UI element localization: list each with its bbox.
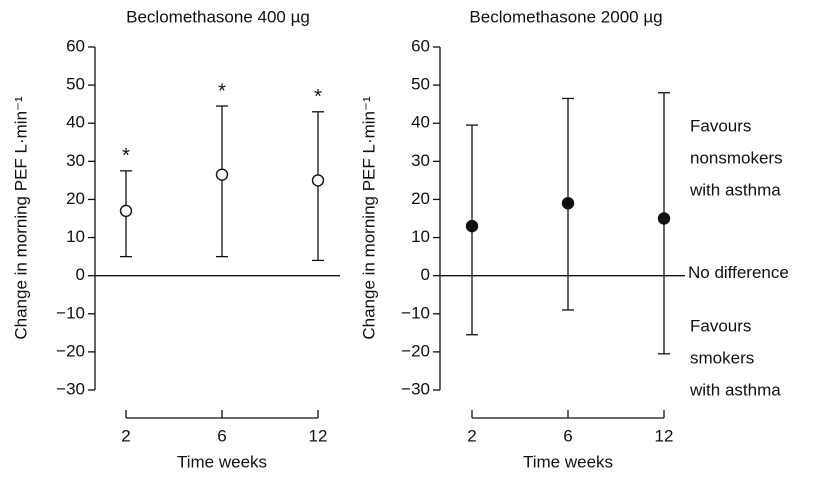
y-tick-label: 20 [66, 189, 85, 208]
chart-title: Beclomethasone 2000 µg [469, 7, 662, 26]
annotation: Favours [690, 316, 751, 335]
point [465, 219, 479, 233]
y-tick-label: 40 [66, 113, 85, 132]
x-tick-label: 2 [467, 426, 476, 445]
y-tick-label: 30 [66, 151, 85, 170]
y-axis-label: Change in morning PEF L·min⁻¹ [359, 96, 378, 340]
annotation: smokers [690, 348, 754, 367]
y-tick-label: −20 [401, 341, 430, 360]
point [119, 204, 133, 218]
point [657, 212, 671, 225]
x-tick-label: 2 [121, 426, 130, 445]
value-label: * [122, 145, 130, 167]
y-tick-label: −30 [401, 379, 430, 398]
point [311, 174, 325, 187]
annotation: with asthma [689, 380, 781, 399]
y-tick-label: 50 [411, 75, 430, 94]
y-tick-label: 10 [411, 227, 430, 246]
y-tick-label: −10 [401, 303, 430, 322]
point [561, 197, 575, 210]
y-tick-label: 30 [411, 151, 430, 170]
x-tick-label: 6 [217, 426, 226, 445]
annotation: with asthma [689, 180, 781, 199]
reference-label: No difference [688, 263, 789, 282]
point [215, 168, 229, 181]
x-tick-label: 12 [309, 426, 328, 445]
y-axis-label: Change in morning PEF L·min⁻¹ [11, 96, 30, 340]
y-tick-label: 60 [66, 36, 85, 55]
x-tick-label: 6 [563, 426, 572, 445]
annotation: Favours [690, 116, 751, 135]
x-axis-label: Time weeks [177, 452, 267, 471]
chart-title: Beclomethasone 400 µg [126, 7, 310, 26]
y-tick-label: 0 [76, 265, 85, 284]
x-axis-label: Time weeks [523, 452, 613, 471]
annotation: nonsmokers [690, 148, 783, 167]
y-tick-label: 50 [66, 75, 85, 94]
y-tick-label: 40 [411, 113, 430, 132]
value-label: * [218, 80, 226, 102]
y-tick-label: −10 [56, 303, 85, 322]
y-tick-label: 60 [411, 36, 430, 55]
x-tick-label: 12 [655, 426, 674, 445]
value-label: * [314, 86, 322, 108]
y-tick-label: 20 [411, 189, 430, 208]
y-tick-label: 10 [66, 227, 85, 246]
y-tick-label: −20 [56, 341, 85, 360]
y-tick-label: −30 [56, 379, 85, 398]
y-tick-label: 0 [421, 265, 430, 284]
